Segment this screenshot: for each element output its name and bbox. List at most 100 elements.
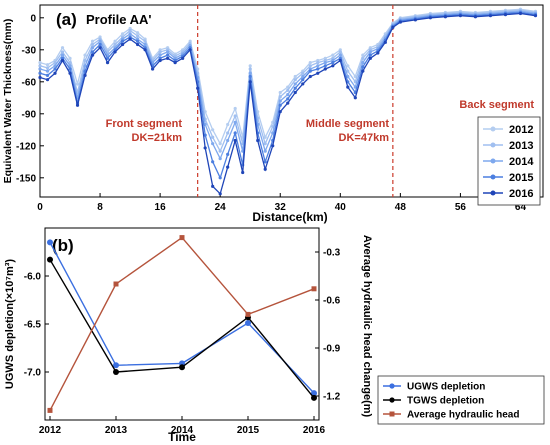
series-point-2015 [211,160,215,164]
series-point-2015 [361,65,365,69]
series-point-2014 [166,50,170,54]
panel-b-legend-swatch-marker-1 [389,397,395,403]
series-point-2013 [113,42,117,47]
series-point-2014 [368,50,372,54]
series-point-2013 [338,50,342,54]
series-point-2013 [346,69,350,73]
panel-b-series-point-2 [47,407,53,413]
series-point-2016 [248,80,252,84]
series-point-2013 [143,39,147,43]
series-point-2016 [533,14,538,18]
series-point-2016 [90,53,95,57]
series-point-2013 [263,142,267,146]
series-point-2015 [301,78,305,82]
series-point-2013 [301,71,305,75]
series-point-2012 [211,128,215,132]
series-point-2013 [68,61,72,65]
panel-a-x-axis-title: Distance(km) [252,210,327,224]
series-point-2013 [45,66,50,70]
panel-b-legend-swatch-marker-2 [389,411,395,417]
series-point-2012 [248,64,252,68]
series-point-2014 [293,82,297,86]
panel-a-y-tick-label: 0 [30,13,36,24]
series-point-2016 [316,71,320,75]
series-point-2015 [248,74,252,79]
series-point-2016 [488,14,493,18]
panel-b-x-tick-label: 2014 [171,425,194,436]
series-point-2013 [233,114,237,118]
series-point-2015 [38,71,42,75]
panel-b-series-point-1 [47,256,53,263]
panel-a-y-tick-label: -150 [16,173,36,184]
series-point-2013 [286,88,290,92]
series-point-2013 [83,58,87,63]
series-point-2012 [120,32,125,36]
series-point-2015 [53,67,57,71]
series-point-2015 [316,67,320,71]
series-point-2015 [68,67,72,71]
series-point-2012 [331,53,335,57]
series-point-2016 [128,37,132,41]
panel-b-series-line-2 [49,236,315,411]
series-point-2012 [38,61,42,65]
panel-b-left-tick-label: -6.5 [24,320,42,331]
panel-a-plot-frame [39,4,544,198]
legend-swatch-marker-2016 [490,190,496,196]
panel-b-x-axis-title: Time [168,430,196,444]
series-point-2016 [443,15,448,19]
series-point-2014 [90,46,95,50]
series-point-2014 [233,120,237,124]
panel-b-label: (b) [52,236,74,255]
series-point-2014 [316,64,320,68]
series-point-2016 [473,15,478,19]
series-point-2013 [293,78,297,82]
series-point-2012 [83,53,87,57]
series-point-2016 [518,11,523,16]
series-point-2016 [60,58,65,63]
series-point-2013 [158,50,162,54]
series-point-2016 [263,167,267,171]
panel-a-label: (a) [56,10,77,29]
series-point-2016 [68,71,72,75]
series-point-2014 [98,39,102,43]
series-point-2016 [293,90,297,95]
series-point-2016 [151,67,155,71]
panel-b-series-point-1 [113,369,119,375]
series-point-2013 [53,61,57,65]
series-point-2016 [181,56,185,60]
series-point-2015 [105,56,110,60]
series-point-2013 [278,95,282,99]
series-point-2014 [128,32,132,36]
panel-b-series-point-0 [311,390,317,397]
front-segment-label: Front segment [106,118,183,130]
series-point-2015 [90,50,95,54]
panel-b-series-point-0 [113,362,119,369]
legend-swatch-marker-2015 [490,174,496,180]
panel-b-left-tick-label: -7.0 [24,368,42,379]
series-point-2014 [301,74,305,79]
panel-a-x-tick-label: 0 [37,202,43,213]
legend-swatch-marker-2013 [490,142,496,148]
series-point-2012 [233,106,237,111]
series-point-2012 [113,39,117,43]
panel-a-y-tick-label: -30 [22,45,37,56]
series-line-2014 [39,10,536,161]
series-point-2016 [113,50,117,54]
series-point-2015 [323,64,327,68]
series-point-2016 [120,42,125,47]
series-point-2016 [203,146,207,150]
panel-a-x-tick-label: 40 [335,202,347,213]
series-point-2013 [308,64,312,68]
series-point-2016 [301,82,305,86]
series-point-2015 [98,42,102,47]
series-point-2014 [158,53,162,57]
series-point-2016 [83,73,87,77]
series-point-2012 [361,53,365,57]
panel-b-series-point-2 [311,286,317,292]
panel-b-legend-label-1: TGWS depletion [407,396,484,407]
series-point-2012 [90,39,95,43]
panel-b-plot-frame [44,227,320,421]
series-point-2015 [368,53,372,57]
series-point-2013 [218,149,222,153]
panel-a-y-tick-label: -90 [22,109,37,120]
